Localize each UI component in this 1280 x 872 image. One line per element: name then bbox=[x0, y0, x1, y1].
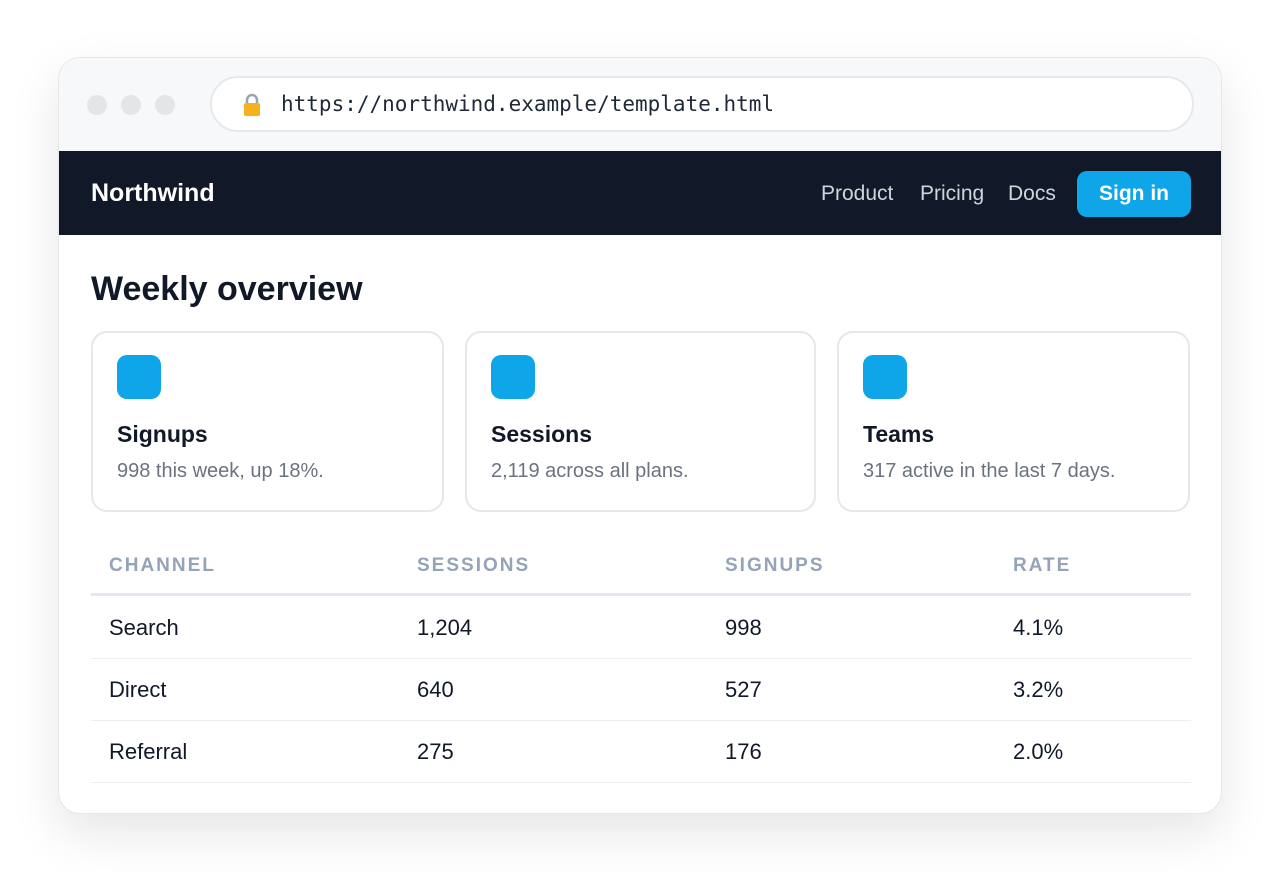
window-dot[interactable] bbox=[87, 95, 107, 115]
card-icon bbox=[491, 355, 535, 399]
table-header: RATE bbox=[1013, 555, 1072, 576]
card-text: 317 active in the last 7 days. bbox=[863, 460, 1116, 482]
window-dot[interactable] bbox=[155, 95, 175, 115]
card-text: 2,119 across all plans. bbox=[491, 460, 689, 482]
card: Signups 998 this week, up 18%. bbox=[91, 331, 444, 512]
table-cell: 275 bbox=[417, 739, 454, 764]
row-divider bbox=[91, 720, 1191, 721]
window-dot[interactable] bbox=[121, 95, 141, 115]
navbar: Northwind Product Pricing Docs Sign in bbox=[59, 151, 1221, 235]
card-title: Sessions bbox=[491, 421, 592, 447]
card-title: Signups bbox=[117, 421, 208, 447]
row-divider bbox=[91, 782, 1191, 783]
card-icon bbox=[117, 355, 161, 399]
card: Sessions 2,119 across all plans. bbox=[465, 331, 816, 512]
table-cell: 1,204 bbox=[417, 615, 473, 640]
table-cell: 176 bbox=[725, 739, 762, 764]
brand[interactable]: Northwind bbox=[91, 179, 215, 207]
header-divider bbox=[91, 593, 1191, 596]
table-cell: 527 bbox=[725, 677, 762, 702]
card-title: Teams bbox=[863, 421, 935, 447]
title-bar: https://northwind.example/template.html bbox=[59, 58, 1221, 151]
card-icon bbox=[863, 355, 907, 399]
table-cell: Search bbox=[109, 615, 179, 640]
nav-link[interactable]: Product bbox=[821, 182, 894, 205]
lock-icon bbox=[244, 93, 260, 116]
page-title: Weekly overview bbox=[91, 270, 363, 308]
table-cell: Referral bbox=[109, 739, 188, 764]
table-cell: 3.2% bbox=[1013, 677, 1064, 702]
table-cell: 640 bbox=[417, 677, 454, 702]
table-cell: 998 bbox=[725, 615, 762, 640]
table-header: SESSIONS bbox=[417, 555, 531, 576]
card: Teams 317 active in the last 7 days. bbox=[837, 331, 1190, 512]
table-header: SIGNUPS bbox=[725, 555, 825, 576]
table-header: CHANNEL bbox=[109, 555, 216, 576]
table-cell: 4.1% bbox=[1013, 615, 1064, 640]
sign-in-button[interactable]: Sign in bbox=[1077, 171, 1191, 217]
nav-link[interactable]: Docs bbox=[1008, 182, 1056, 205]
browser-window: https://northwind.example/template.html … bbox=[58, 57, 1222, 814]
card-text: 998 this week, up 18%. bbox=[117, 460, 324, 482]
table-cell: Direct bbox=[109, 677, 167, 702]
address-bar[interactable] bbox=[210, 76, 1194, 132]
nav-link[interactable]: Pricing bbox=[920, 182, 985, 205]
table-cell: 2.0% bbox=[1013, 739, 1064, 764]
url: https://northwind.example/template.html bbox=[281, 92, 775, 116]
row-divider bbox=[91, 658, 1191, 659]
